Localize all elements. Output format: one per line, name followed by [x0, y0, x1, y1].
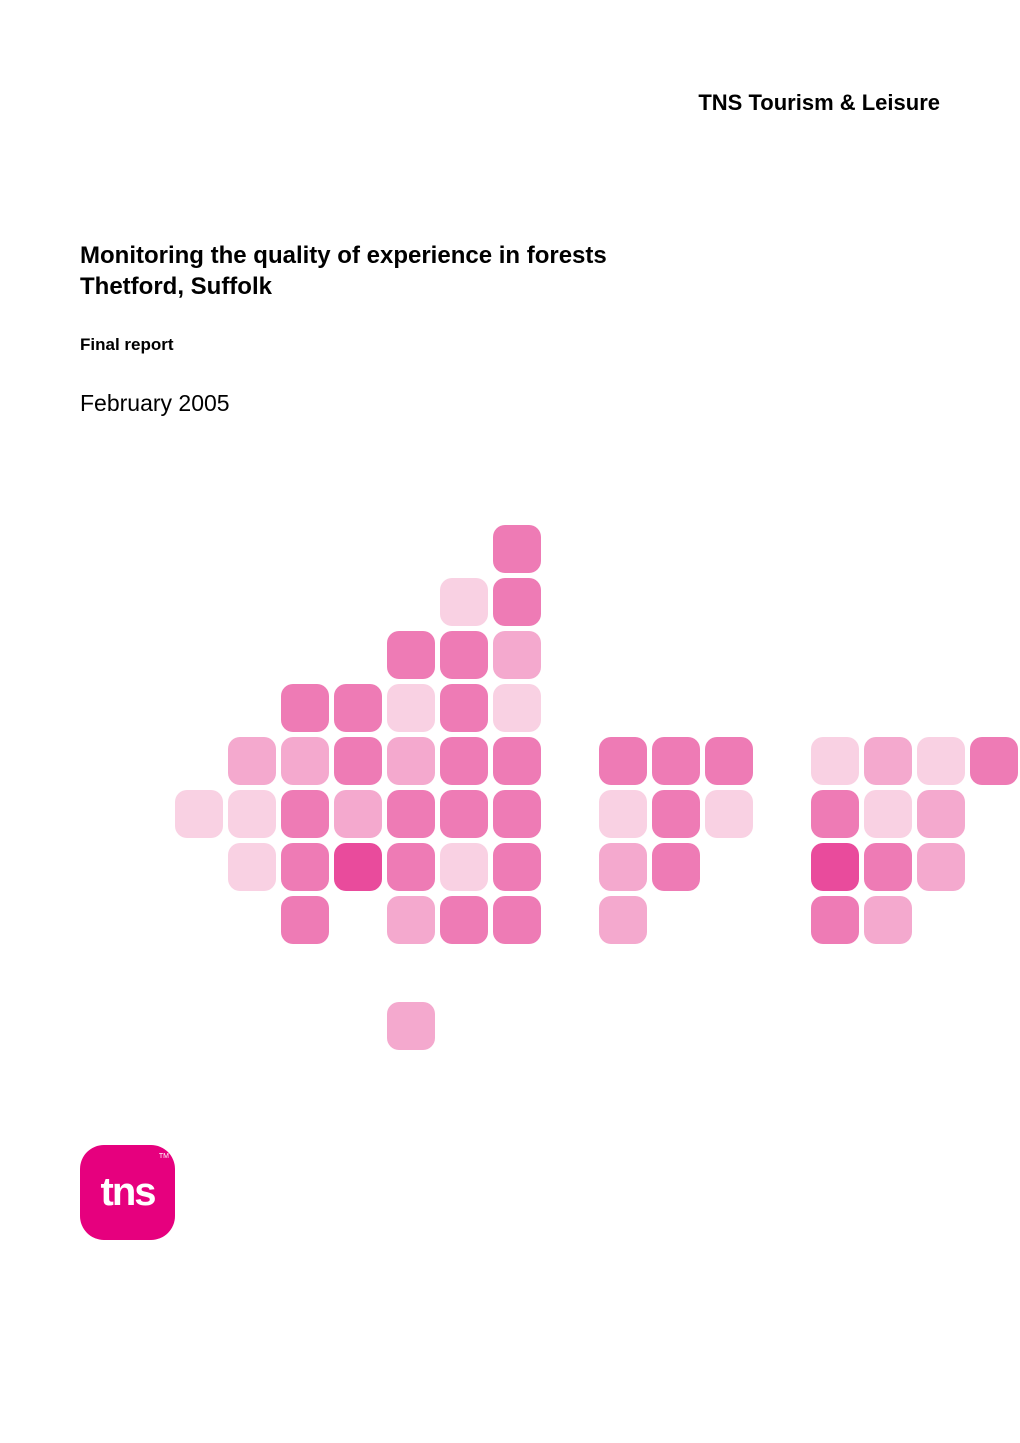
decorative-tile [493, 631, 541, 679]
decorative-tile [493, 578, 541, 626]
decorative-tile [864, 790, 912, 838]
decorative-tile [387, 631, 435, 679]
decorative-tile [705, 790, 753, 838]
decorative-tile [334, 684, 382, 732]
decorative-tile [493, 737, 541, 785]
decorative-tile [228, 843, 276, 891]
title-line-1: Monitoring the quality of experience in … [80, 240, 607, 271]
decorative-tile [281, 843, 329, 891]
decorative-tile [440, 578, 488, 626]
logo-text: tns [101, 1170, 155, 1215]
decorative-tile [440, 684, 488, 732]
decorative-tile [599, 843, 647, 891]
title-line-2: Thetford, Suffolk [80, 271, 607, 302]
decorative-tile [387, 684, 435, 732]
decorative-tile [864, 737, 912, 785]
report-type-label: Final report [80, 335, 174, 355]
decorative-tile [864, 896, 912, 944]
decorative-tile [228, 790, 276, 838]
decorative-tile [493, 843, 541, 891]
decorative-tile [811, 737, 859, 785]
decorative-tile [281, 896, 329, 944]
decorative-tile [917, 843, 965, 891]
decorative-tile [599, 737, 647, 785]
decorative-tile [281, 737, 329, 785]
decorative-tile [652, 790, 700, 838]
decorative-tile [281, 790, 329, 838]
decorative-tile [493, 896, 541, 944]
decorative-tile [334, 737, 382, 785]
decorative-tile [440, 896, 488, 944]
logo-background: tns TM [80, 1145, 175, 1240]
decorative-tile [917, 790, 965, 838]
decorative-tile [440, 790, 488, 838]
decorative-tile [705, 737, 753, 785]
organization-header: TNS Tourism & Leisure [698, 90, 940, 116]
decorative-tile [652, 843, 700, 891]
decorative-tile [228, 737, 276, 785]
decorative-tile [440, 843, 488, 891]
decorative-tile [440, 737, 488, 785]
decorative-tile [599, 790, 647, 838]
logo-trademark: TM [159, 1153, 169, 1160]
decorative-tile [864, 843, 912, 891]
decorative-tile [811, 790, 859, 838]
decorative-tile [493, 684, 541, 732]
decorative-tile [387, 843, 435, 891]
decorative-tile [599, 896, 647, 944]
title-block: Monitoring the quality of experience in … [80, 240, 607, 302]
decorative-tile [970, 737, 1018, 785]
decorative-graphic [0, 525, 1020, 1085]
decorative-tile [387, 896, 435, 944]
decorative-tile [917, 737, 965, 785]
decorative-tile [652, 737, 700, 785]
decorative-tile [334, 790, 382, 838]
decorative-tile [281, 684, 329, 732]
decorative-tile [387, 1002, 435, 1050]
decorative-tile [811, 896, 859, 944]
tns-logo: tns TM [80, 1145, 175, 1240]
decorative-tile [440, 631, 488, 679]
decorative-tile [811, 843, 859, 891]
decorative-tile [387, 790, 435, 838]
report-date: February 2005 [80, 390, 230, 417]
decorative-tile [387, 737, 435, 785]
decorative-tile [493, 790, 541, 838]
decorative-tile [175, 790, 223, 838]
decorative-tile [334, 843, 382, 891]
decorative-tile [493, 525, 541, 573]
